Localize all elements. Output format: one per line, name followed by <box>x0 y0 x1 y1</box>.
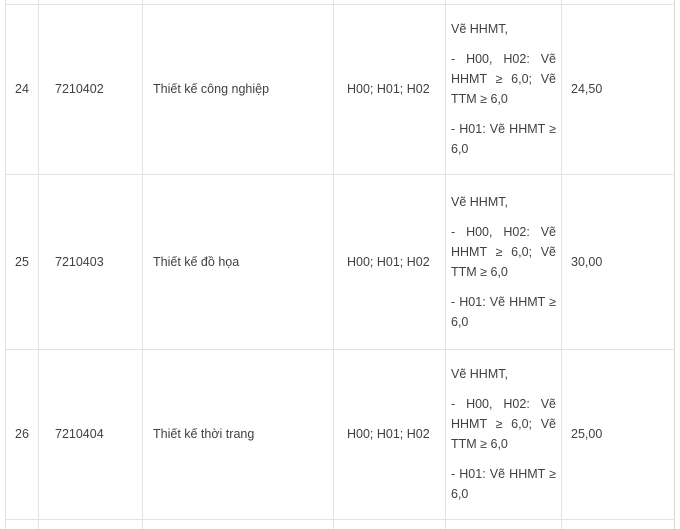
major-name-cell <box>142 518 334 529</box>
partial-row-below <box>5 518 675 529</box>
criteria-cell <box>445 518 562 529</box>
major-name-cell: Thiết kế đồ họa <box>142 173 334 350</box>
row-number-cell: 25 <box>5 173 39 350</box>
exam-combination-cell: H00; H01; H02 <box>333 348 446 520</box>
row-number-cell: 24 <box>5 3 39 175</box>
admission-score-table: 24 7210402 Thiết kế công nghiệp H00; H01… <box>5 0 675 529</box>
criteria-line: - H01: Vẽ HHMT ≥ 6,0 <box>451 122 556 156</box>
exam-combination-cell: H00; H01; H02 <box>333 173 446 350</box>
criteria-line: - H00, H02: Vẽ HHMT ≥ 6,0; Vẽ TTM ≥ 6,0 <box>451 224 556 279</box>
score-cell <box>561 518 675 529</box>
major-code-cell: 7210403 <box>38 173 143 350</box>
table-row: 26 7210404 Thiết kế thời trang H00; H01;… <box>5 348 675 520</box>
table-row: 25 7210403 Thiết kế đồ họa H00; H01; H02… <box>5 173 675 350</box>
row-number-cell <box>5 518 39 529</box>
major-code-cell <box>38 518 143 529</box>
criteria-line: - H01: Vẽ HHMT ≥ 6,0 <box>451 467 556 501</box>
criteria-line: Vẽ HHMT, <box>451 22 508 36</box>
major-name-cell: Thiết kế công nghiệp <box>142 3 334 175</box>
criteria-line: Vẽ HHMT, <box>451 194 508 209</box>
major-code-cell: 7210404 <box>38 348 143 520</box>
score-cell: 24,50 <box>561 3 675 175</box>
exam-combination-cell: H00; H01; H02 <box>333 3 446 175</box>
criteria-line: - H00, H02: Vẽ HHMT ≥ 6,0; Vẽ TTM ≥ 6,0 <box>451 52 556 106</box>
exam-combination-cell <box>333 518 446 529</box>
criteria-cell: Vẽ HHMT, - H00, H02: Vẽ HHMT ≥ 6,0; Vẽ T… <box>445 173 562 350</box>
major-name-cell: Thiết kế thời trang <box>142 348 334 520</box>
criteria-line: Vẽ HHMT, <box>451 367 508 381</box>
table-row: 24 7210402 Thiết kế công nghiệp H00; H01… <box>5 3 675 175</box>
score-cell: 30,00 <box>561 173 675 350</box>
criteria-cell: Vẽ HHMT, - H00, H02: Vẽ HHMT ≥ 6,0; Vẽ T… <box>445 348 562 520</box>
score-cell: 25,00 <box>561 348 675 520</box>
criteria-line: - H01: Vẽ HHMT ≥ 6,0 <box>451 294 556 329</box>
major-code-cell: 7210402 <box>38 3 143 175</box>
row-number-cell: 26 <box>5 348 39 520</box>
criteria-cell: Vẽ HHMT, - H00, H02: Vẽ HHMT ≥ 6,0; Vẽ T… <box>445 3 562 175</box>
criteria-line: - H00, H02: Vẽ HHMT ≥ 6,0; Vẽ TTM ≥ 6,0 <box>451 397 556 451</box>
